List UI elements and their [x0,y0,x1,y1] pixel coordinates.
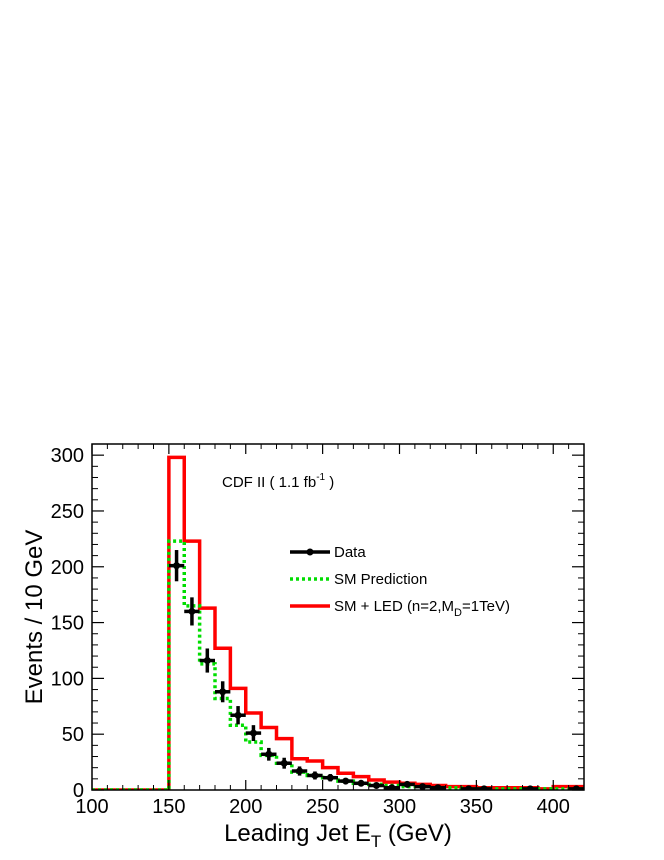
data-point-marker [188,607,196,615]
legend-led-main: SM + LED (n=2,M [334,598,454,615]
chart-annotation: CDF II ( 1.1 fb-1 ) [222,472,334,491]
data-point-marker [419,783,427,790]
data-point-marker [249,729,257,737]
y-tick-label: 50 [62,724,84,746]
y-axis-title: Events / 10 GeV [21,530,48,705]
legend-sm-label: SM Prediction [334,571,427,588]
x-axis-title-sub: T [371,832,381,851]
annotation-superscript: -1 [316,472,325,483]
data-point [307,771,323,780]
data-point-marker [326,774,334,782]
x-tick-label: 350 [460,796,493,818]
series-data-points [168,550,584,790]
data-point [215,681,231,703]
x-axis-title-main: Leading Jet E [224,820,371,847]
data-point [430,784,446,790]
y-tick-label: 250 [51,501,84,523]
data-point-marker [465,785,473,790]
data-point-marker [265,750,273,758]
annotation-main: CDF II ( 1.1 fb [222,474,316,491]
data-point [245,725,262,742]
series-layer [92,455,584,790]
data-point-marker [173,562,181,570]
data-point-marker [434,784,442,790]
x-tick-label: 400 [537,796,570,818]
legend-led-label: SM + LED (n=2,MD=1TeV) [334,598,510,619]
series-led-histogram [92,455,584,790]
x-axis-title: Leading Jet ET (GeV) [224,820,452,851]
legend-data-label: Data [334,544,366,561]
x-tick-label: 150 [152,796,185,818]
data-point [291,766,308,776]
data-point-marker [280,759,288,767]
data-point-marker [219,688,227,696]
data-point-marker [388,784,396,790]
y-tick-label: 100 [51,668,84,690]
data-point-marker [357,779,365,787]
data-point-marker [311,771,319,779]
data-point [568,785,584,790]
data-point [399,780,415,788]
data-point-marker [234,711,242,719]
legend-led-sub: D [454,607,462,619]
data-point-marker [480,785,488,790]
y-tick-label: 300 [51,445,84,467]
data-point-marker [403,780,411,788]
data-point [199,648,215,673]
data-point-marker [372,782,380,790]
x-tick-label: 100 [75,796,108,818]
legend: Data SM Prediction SM + LED (n=2,MD=1TeV… [290,544,510,619]
data-point [322,774,338,782]
data-point-marker [203,657,211,665]
axis-ticks: 100 150 200 250 300 350 400 0 50 100 150 200 250 300 [51,443,584,818]
data-point [338,777,354,785]
data-point [261,747,277,761]
y-tick-label: 150 [51,613,84,635]
data-point-marker [572,785,580,790]
data-point-marker [526,785,534,790]
data-point [414,783,431,790]
data-point [168,550,185,582]
y-tick-label: 0 [73,780,84,802]
x-tick-label: 250 [306,796,339,818]
data-point [384,784,400,790]
data-point [522,785,538,790]
data-point [184,597,200,626]
data-point-marker [296,767,304,775]
legend-led-end: =1TeV) [462,598,510,615]
x-tick-label: 200 [229,796,262,818]
data-point [230,706,246,725]
data-point [368,782,385,790]
y-tick-label: 200 [51,557,84,579]
plot-frame [91,443,585,791]
data-point-marker [342,777,350,785]
annotation-end: ) [325,474,334,491]
x-tick-label: 300 [383,796,416,818]
legend-data-marker [306,548,314,556]
data-point [276,757,292,769]
x-axis-title-unit: (GeV) [381,820,452,847]
data-point [353,779,369,787]
